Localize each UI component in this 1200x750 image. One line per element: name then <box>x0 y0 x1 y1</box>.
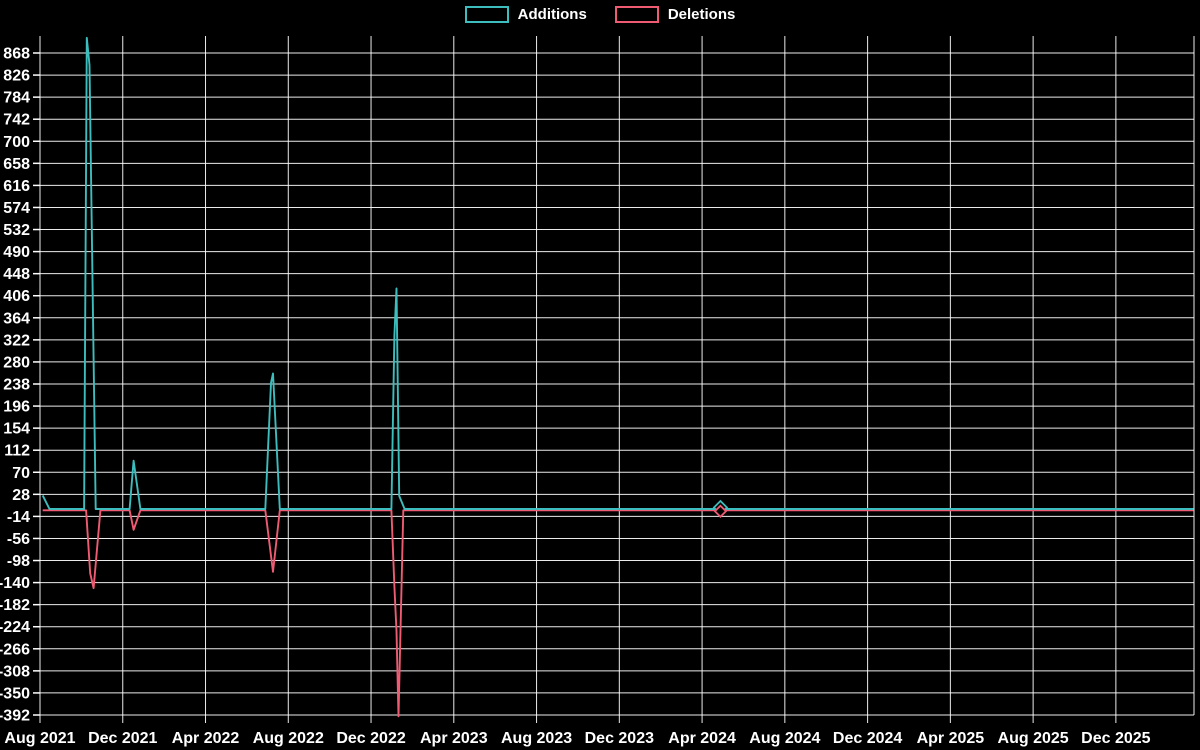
x-tick-label: Aug 2021 <box>4 730 75 747</box>
y-tick-label: 28 <box>12 487 30 504</box>
y-tick-label: 70 <box>12 465 30 482</box>
x-tick-label: Aug 2025 <box>998 730 1069 747</box>
y-tick-label: 112 <box>4 443 30 460</box>
y-tick-label: -98 <box>7 553 30 570</box>
y-tick-label: 406 <box>3 288 30 305</box>
y-tick-label: -224 <box>0 619 30 636</box>
y-tick-label: -350 <box>0 685 30 702</box>
y-tick-label: 574 <box>3 200 30 217</box>
y-tick-label: 448 <box>3 266 30 283</box>
y-tick-label: 154 <box>3 421 30 438</box>
y-tick-label: 868 <box>3 46 30 63</box>
deletions-swatch-icon <box>614 6 659 23</box>
y-tick-label: 532 <box>3 222 30 239</box>
y-tick-label: 364 <box>3 310 30 327</box>
series-line-deletions <box>42 509 1194 718</box>
y-tick-label: 658 <box>3 156 30 173</box>
y-tick-label: -182 <box>0 597 30 614</box>
x-tick-label: Aug 2022 <box>253 730 324 747</box>
x-tick-label: Dec 2022 <box>336 730 405 747</box>
y-tick-label: -266 <box>0 641 30 658</box>
y-tick-label: 616 <box>3 178 30 195</box>
y-tick-label: 280 <box>3 354 30 371</box>
y-tick-label: -308 <box>0 663 30 680</box>
x-tick-label: Apr 2022 <box>172 730 240 747</box>
y-tick-label: 784 <box>3 90 30 107</box>
chart-legend: Additions Deletions <box>0 6 1200 23</box>
legend-label-deletions: Deletions <box>667 6 736 23</box>
y-tick-label: 826 <box>3 68 30 85</box>
x-tick-label: Dec 2021 <box>88 730 157 747</box>
y-tick-label: -56 <box>7 531 30 548</box>
x-tick-label: Dec 2024 <box>833 730 902 747</box>
y-tick-label: -140 <box>0 575 30 592</box>
deletions-marker-icon <box>713 504 728 519</box>
x-tick-label: Apr 2025 <box>917 730 985 747</box>
legend-label-additions: Additions <box>517 6 587 23</box>
x-tick-label: Dec 2023 <box>585 730 654 747</box>
x-tick-label: Aug 2024 <box>749 730 820 747</box>
y-tick-label: 490 <box>3 244 30 261</box>
additions-swatch-icon <box>464 6 509 23</box>
y-tick-label: 196 <box>3 399 30 416</box>
y-tick-label: 742 <box>3 112 30 129</box>
x-tick-label: Apr 2024 <box>668 730 736 747</box>
y-tick-label: 700 <box>3 134 30 151</box>
x-tick-label: Dec 2025 <box>1081 730 1150 747</box>
y-tick-label: 238 <box>3 377 30 394</box>
x-tick-label: Apr 2023 <box>420 730 488 747</box>
y-tick-label: 322 <box>3 332 30 349</box>
y-tick-label: -392 <box>0 708 30 725</box>
legend-item-deletions[interactable]: Deletions <box>614 6 736 23</box>
series-line-additions <box>41 36 1194 510</box>
x-tick-label: Aug 2023 <box>501 730 572 747</box>
legend-item-additions[interactable]: Additions <box>464 6 587 23</box>
y-tick-label: -14 <box>7 509 30 526</box>
